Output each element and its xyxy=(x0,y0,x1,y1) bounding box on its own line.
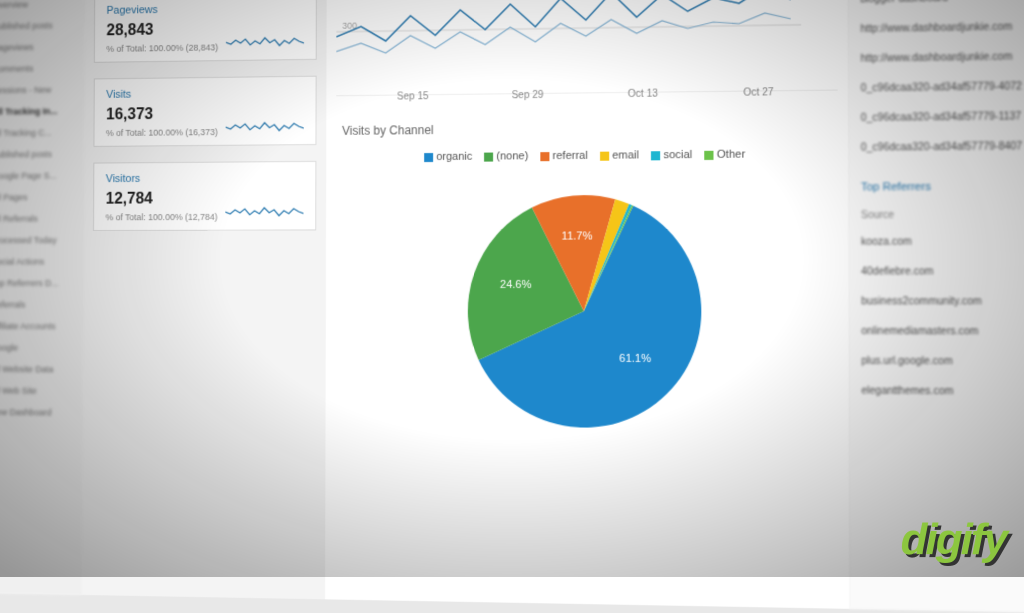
legend-item[interactable]: referral xyxy=(540,150,587,162)
x-tick-label: Sep 29 xyxy=(512,90,544,101)
legend-item[interactable]: social xyxy=(651,149,692,161)
analytics-dashboard: OverviewPublished postsPageviewsComments… xyxy=(0,0,1024,613)
legend-swatch-icon xyxy=(705,150,714,159)
sidebar-item[interactable]: Social Actions xyxy=(0,251,83,273)
legend-item[interactable]: (none) xyxy=(484,150,528,162)
legend-swatch-icon xyxy=(600,151,609,160)
referrer-item[interactable]: plus.url.google.com xyxy=(857,346,1024,377)
pie-slice-label: 11.7% xyxy=(561,230,592,242)
legend-item[interactable]: Other xyxy=(705,148,746,161)
metrics-column: Pageviews28,843% of Total: 100.00% (28,8… xyxy=(82,0,327,599)
referrer-item[interactable]: 40defiebre.com xyxy=(857,257,1024,287)
legend-swatch-icon xyxy=(484,152,493,161)
x-tick-label: Sep 15 xyxy=(397,91,429,102)
overview-line-chart: 300 Sep 15Sep 29Oct 13Oct 27 xyxy=(336,0,837,96)
legend-swatch-icon xyxy=(424,153,433,162)
legend-item[interactable]: organic xyxy=(424,151,472,163)
pie-slice-label: 61.1% xyxy=(619,353,651,366)
main-content: 300 Sep 15Sep 29Oct 13Oct 27 Visits by C… xyxy=(325,0,849,609)
metric-card: Visits16,373% of Total: 100.00% (16,373) xyxy=(93,76,316,147)
sidebar-item[interactable]: Top Referrers D... xyxy=(0,272,83,294)
referrer-item[interactable]: business2community.com xyxy=(857,287,1024,317)
page-list-item[interactable]: 0_c96dcaa320-ad34af57779-8407 xyxy=(857,131,1024,163)
legend-label: email xyxy=(612,149,639,161)
sidebar-item[interactable]: All Website Data xyxy=(0,358,83,380)
top-referrers-title: Top Referrers xyxy=(857,161,1024,204)
sidebar-item[interactable]: Sessions - New xyxy=(0,79,84,102)
page-list-item[interactable]: http://www.dashboardjunkie.com xyxy=(856,11,1024,44)
sidebar-item[interactable]: Published posts xyxy=(0,14,85,37)
sidebar-item[interactable]: Google xyxy=(0,337,83,359)
left-sidebar: OverviewPublished postsPageviewsComments… xyxy=(0,0,85,595)
referrer-item[interactable]: onlinemediamasters.com xyxy=(857,317,1024,348)
page-list-item[interactable]: 0_c96dcaa320-ad34af57779-4072 xyxy=(856,71,1024,103)
sidebar-item[interactable]: All Referrals xyxy=(0,208,84,230)
sparkline-icon xyxy=(226,31,304,50)
legend-item[interactable]: email xyxy=(600,149,639,161)
sidebar-item[interactable]: Google Page S... xyxy=(0,165,84,187)
page-list-item[interactable]: http://www.dashboardjunkie.com xyxy=(856,41,1024,74)
sidebar-item[interactable]: Pageviews xyxy=(0,36,84,59)
legend-label: social xyxy=(663,149,692,161)
legend-label: organic xyxy=(436,151,472,163)
sidebar-item[interactable]: Affiliate Accounts xyxy=(0,315,83,337)
sidebar-item[interactable]: All Pages xyxy=(0,186,84,208)
visits-by-channel-title: Visits by Channel xyxy=(342,119,838,138)
metric-card: Pageviews28,843% of Total: 100.00% (28,8… xyxy=(94,0,317,63)
sidebar-item[interactable]: Comments xyxy=(0,57,84,80)
pie-slice-label: 24.6% xyxy=(500,278,532,290)
metric-title: Pageviews xyxy=(107,2,305,17)
legend-label: referral xyxy=(553,150,588,162)
sidebar-item[interactable]: All Tracking In... xyxy=(0,100,84,123)
sidebar-item[interactable]: Processed Today xyxy=(0,229,83,251)
x-tick-label: Oct 13 xyxy=(628,89,658,100)
sidebar-item[interactable]: New Dashboard xyxy=(0,401,83,423)
sidebar-item[interactable]: All Tracking C... xyxy=(0,122,84,144)
sidebar-item[interactable]: Published posts xyxy=(0,143,84,165)
referrer-item[interactable]: elegantthemes.com xyxy=(857,376,1024,407)
sidebar-item[interactable]: All Web Site xyxy=(0,380,83,402)
metric-title: Visitors xyxy=(106,172,304,185)
metric-title: Visits xyxy=(106,87,304,101)
legend-swatch-icon xyxy=(651,151,660,160)
metric-card: Visitors12,784% of Total: 100.00% (12,78… xyxy=(93,161,316,231)
legend-swatch-icon xyxy=(540,152,549,161)
x-tick-label: Oct 27 xyxy=(743,87,773,99)
sparkline-icon xyxy=(225,202,303,220)
channel-legend: organic (none) referral email social Other xyxy=(336,148,838,164)
legend-label: Other xyxy=(717,148,745,160)
column-header-source: Source xyxy=(857,203,1024,228)
page-list-item[interactable]: 0_c96dcaa320-ad34af57779-1137 xyxy=(857,101,1024,133)
sidebar-item[interactable]: Referrals xyxy=(0,294,83,316)
legend-label: (none) xyxy=(496,150,528,162)
referrer-item[interactable]: kooza.com xyxy=(857,227,1024,258)
x-axis: Sep 15 Sep 29 Oct 13 Oct 27 xyxy=(336,80,837,103)
channel-pie-chart: 61.1% 24.6% 11.7% xyxy=(335,178,838,460)
sparkline-icon xyxy=(226,116,304,135)
digify-logo: digify xyxy=(901,515,1006,565)
